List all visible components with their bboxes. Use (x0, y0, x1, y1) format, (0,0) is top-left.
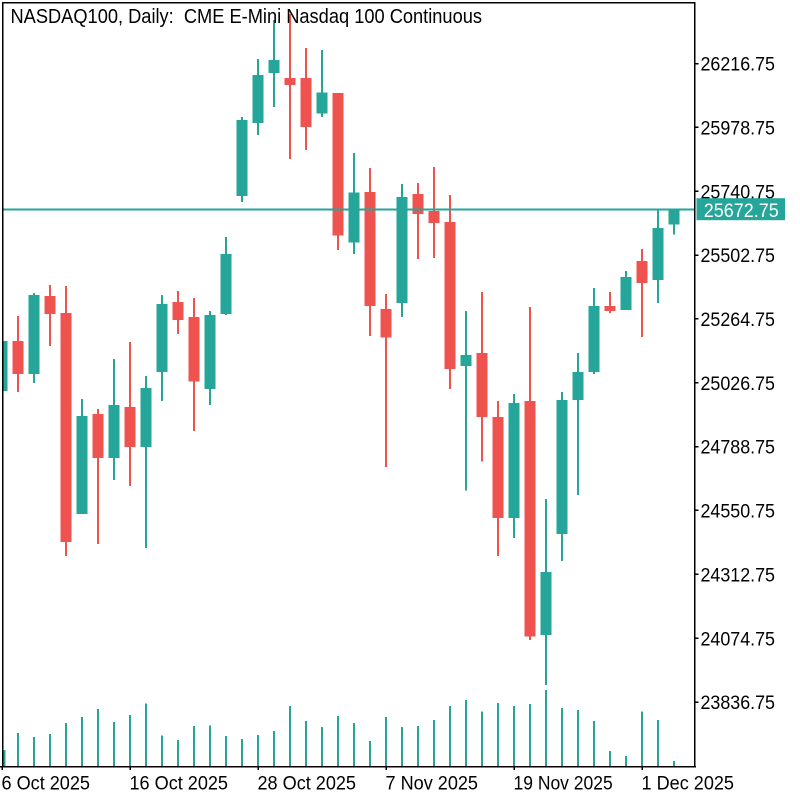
svg-text:23836.75: 23836.75 (701, 692, 776, 714)
svg-text:25026.75: 25026.75 (701, 373, 776, 395)
svg-text:NASDAQ100, Daily: CME E-Mini: NASDAQ100, Daily: CME E-Mini Nasdaq 100 … (11, 5, 483, 28)
svg-text:6 Oct 2025: 6 Oct 2025 (2, 772, 91, 794)
svg-text:24074.75: 24074.75 (701, 628, 776, 650)
svg-text:7 Nov 2025: 7 Nov 2025 (386, 772, 479, 794)
svg-text:26216.75: 26216.75 (701, 54, 776, 76)
svg-text:16 Oct 2025: 16 Oct 2025 (130, 772, 229, 794)
svg-text:1 Dec 2025: 1 Dec 2025 (642, 772, 735, 794)
svg-text:24312.75: 24312.75 (701, 564, 776, 586)
svg-text:25502.75: 25502.75 (701, 245, 776, 267)
svg-text:25740.75: 25740.75 (701, 181, 776, 203)
svg-text:28 Oct 2025: 28 Oct 2025 (258, 772, 357, 794)
svg-text:24788.75: 24788.75 (701, 437, 776, 459)
svg-text:24550.75: 24550.75 (701, 501, 776, 523)
svg-text:25672.75: 25672.75 (704, 200, 779, 222)
svg-text:19 Nov 2025: 19 Nov 2025 (514, 772, 613, 794)
svg-text:25978.75: 25978.75 (701, 117, 776, 139)
svg-text:25264.75: 25264.75 (701, 309, 776, 331)
